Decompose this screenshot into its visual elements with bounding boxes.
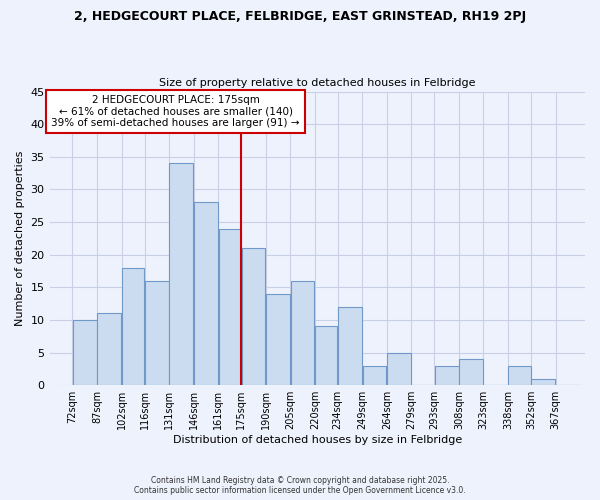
Text: Contains HM Land Registry data © Crown copyright and database right 2025.
Contai: Contains HM Land Registry data © Crown c… bbox=[134, 476, 466, 495]
Bar bbox=[387, 352, 411, 385]
Bar bbox=[242, 248, 265, 385]
Bar bbox=[532, 378, 555, 385]
Bar bbox=[266, 294, 290, 385]
Bar bbox=[338, 307, 362, 385]
Bar bbox=[97, 314, 121, 385]
Bar bbox=[435, 366, 458, 385]
Bar bbox=[194, 202, 218, 385]
Bar bbox=[218, 228, 241, 385]
Text: 2 HEDGECOURT PLACE: 175sqm
← 61% of detached houses are smaller (140)
39% of sem: 2 HEDGECOURT PLACE: 175sqm ← 61% of deta… bbox=[52, 95, 300, 128]
Title: Size of property relative to detached houses in Felbridge: Size of property relative to detached ho… bbox=[159, 78, 476, 88]
Bar bbox=[508, 366, 530, 385]
Bar bbox=[122, 268, 144, 385]
Bar bbox=[315, 326, 337, 385]
Bar bbox=[460, 359, 483, 385]
Bar bbox=[169, 164, 193, 385]
Y-axis label: Number of detached properties: Number of detached properties bbox=[15, 150, 25, 326]
Text: 2, HEDGECOURT PLACE, FELBRIDGE, EAST GRINSTEAD, RH19 2PJ: 2, HEDGECOURT PLACE, FELBRIDGE, EAST GRI… bbox=[74, 10, 526, 23]
X-axis label: Distribution of detached houses by size in Felbridge: Distribution of detached houses by size … bbox=[173, 435, 462, 445]
Bar bbox=[290, 281, 314, 385]
Bar bbox=[363, 366, 386, 385]
Bar bbox=[73, 320, 97, 385]
Bar bbox=[145, 281, 169, 385]
